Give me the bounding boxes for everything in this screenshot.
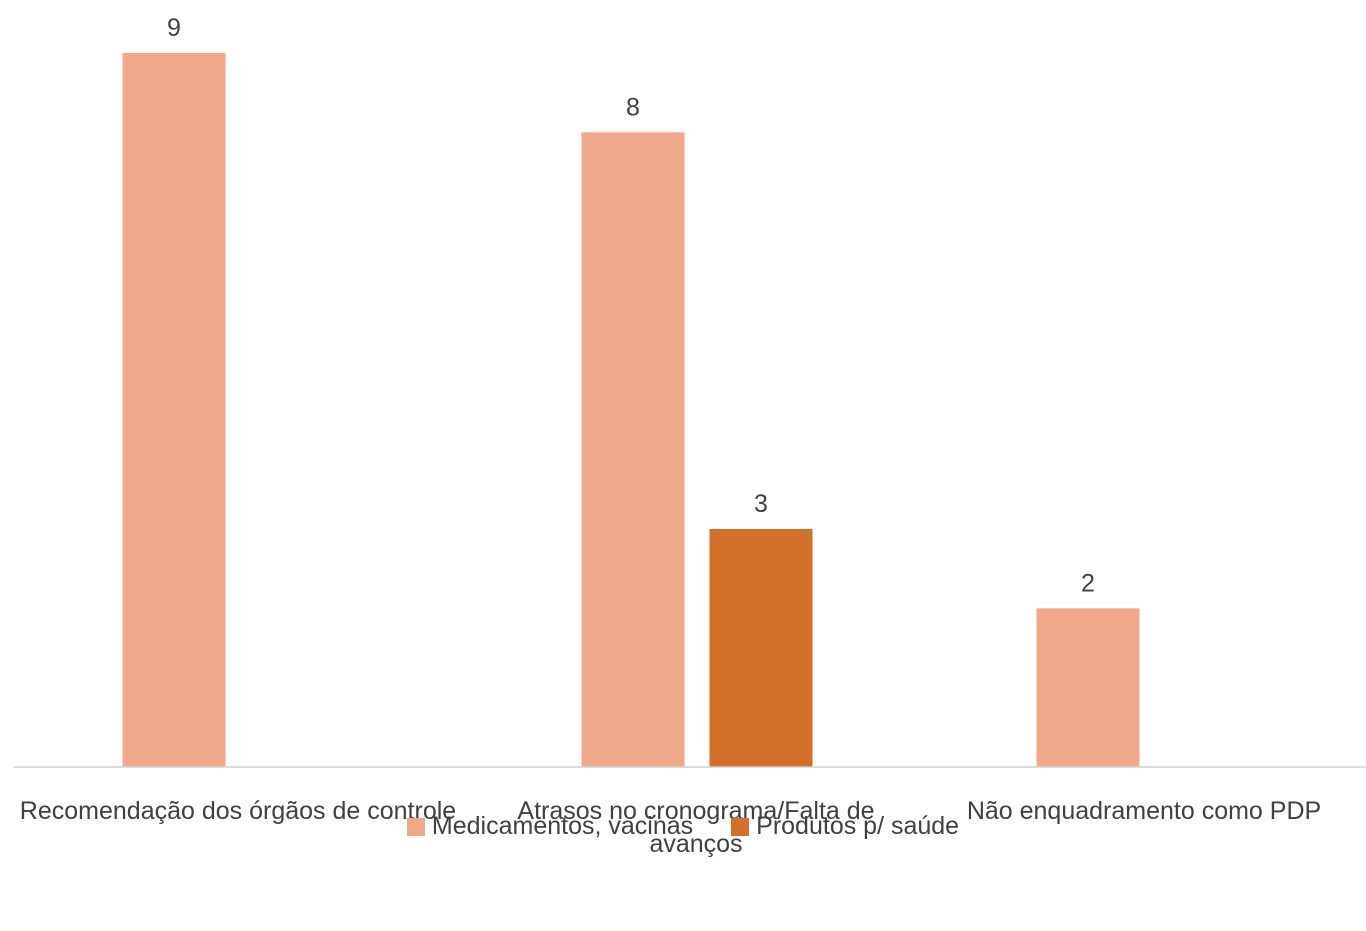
legend-swatch-produtos [731, 817, 750, 836]
category-label-2: Não enquadramento como PDP [966, 797, 1322, 825]
legend-item-medicamentos: Medicamentos, vacinas [406, 812, 694, 841]
legend-label-medicamentos: Medicamentos, vacinas [431, 812, 694, 840]
bar-series1-cat1 [709, 529, 813, 767]
data-labels-group: 9 8 3 2 [167, 14, 1095, 597]
legend-label-produtos: Produtos p/ saúde [756, 812, 960, 840]
category-label-0: Recomendação dos órgãos de controle [19, 797, 457, 825]
legend: Medicamentos, vacinas Produtos p/ saúde [0, 812, 1366, 841]
bars-group [122, 53, 1140, 768]
bar-series0-cat0 [122, 53, 226, 767]
legend-item-produtos: Produtos p/ saúde [731, 812, 959, 841]
legend-swatch-medicamentos [406, 817, 425, 836]
data-label-series1-cat1: 3 [754, 490, 768, 518]
data-label-series0-cat1: 8 [626, 93, 640, 121]
data-label-series0-cat2: 2 [1081, 569, 1095, 597]
bar-series0-cat2 [1036, 608, 1140, 767]
data-label-series0-cat0: 9 [167, 14, 181, 42]
bar-series0-cat1 [581, 132, 685, 768]
category-label-1: Atrasos no cronograma/Falta de avanços [517, 797, 875, 858]
